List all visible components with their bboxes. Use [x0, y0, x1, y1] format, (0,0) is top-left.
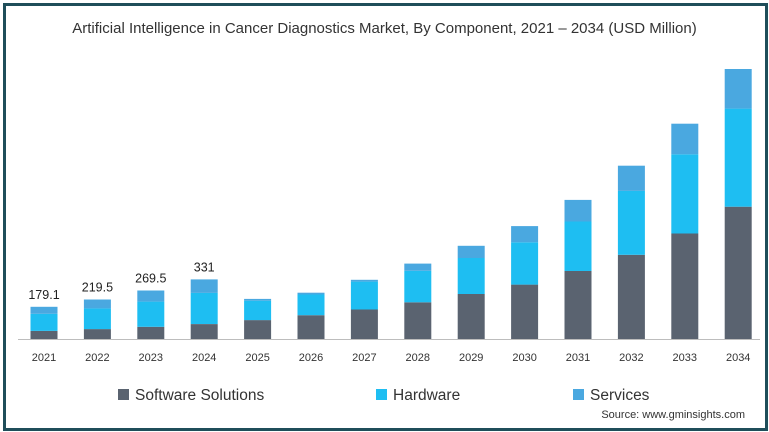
bar-software-solutions-2026	[297, 315, 325, 339]
bar-services-2025	[244, 298, 272, 301]
data-label-2023: 269.5	[135, 272, 166, 286]
bar-services-2028	[404, 263, 432, 271]
bar-software-solutions-2027	[350, 309, 378, 339]
chart-title: Artificial Intelligence in Cancer Diagno…	[72, 20, 697, 37]
bar-services-2026	[297, 292, 325, 295]
bar-hardware-2023	[137, 301, 165, 327]
bar-services-2023	[137, 290, 165, 302]
legend-label-software-solutions: Software Solutions	[135, 387, 264, 404]
bar-software-solutions-2031	[564, 271, 592, 339]
x-tick-label-2027: 2027	[352, 352, 376, 364]
legend-label-services: Services	[590, 387, 650, 404]
bar-software-solutions-2032	[617, 254, 645, 339]
bar-hardware-2033	[671, 154, 699, 234]
bar-software-solutions-2033	[671, 233, 699, 339]
bar-hardware-2024	[190, 292, 218, 324]
bar-hardware-2022	[83, 308, 111, 330]
bar-software-solutions-2034	[724, 206, 752, 339]
data-label-2022: 219.5	[82, 281, 113, 295]
x-tick-label-2034: 2034	[726, 352, 750, 364]
bar-software-solutions-2025	[244, 320, 272, 339]
legend-label-hardware: Hardware	[393, 387, 460, 404]
bar-services-2031	[564, 199, 592, 222]
bar-services-2021	[30, 306, 58, 314]
x-tick-label-2031: 2031	[566, 352, 590, 364]
bar-services-2022	[83, 299, 111, 309]
legend-swatch-services	[573, 389, 584, 400]
x-tick-label-2029: 2029	[459, 352, 483, 364]
bar-software-solutions-2022	[83, 329, 111, 339]
bar-hardware-2034	[724, 108, 752, 207]
bar-software-solutions-2030	[511, 284, 539, 339]
bar-hardware-2025	[244, 300, 272, 321]
x-tick-label-2022: 2022	[85, 352, 109, 364]
bar-software-solutions-2021	[30, 330, 58, 339]
bar-services-2032	[617, 165, 645, 191]
legend-swatch-software-solutions	[118, 389, 129, 400]
bar-services-2024	[190, 279, 218, 293]
bar-software-solutions-2029	[457, 294, 485, 339]
x-tick-label-2021: 2021	[32, 352, 56, 364]
x-tick-label-2030: 2030	[512, 352, 536, 364]
bar-services-2027	[350, 279, 378, 282]
bar-hardware-2028	[404, 270, 432, 303]
x-tick-label-2032: 2032	[619, 352, 643, 364]
x-tick-label-2033: 2033	[673, 352, 697, 364]
bar-hardware-2032	[617, 190, 645, 255]
bar-hardware-2029	[457, 258, 485, 294]
bar-services-2030	[511, 226, 539, 243]
data-label-2024: 331	[194, 260, 215, 274]
bar-hardware-2030	[511, 242, 539, 285]
x-tick-label-2023: 2023	[139, 352, 163, 364]
bar-software-solutions-2028	[404, 302, 432, 339]
x-tick-label-2025: 2025	[245, 352, 269, 364]
bar-hardware-2031	[564, 221, 592, 271]
x-tick-label-2026: 2026	[299, 352, 323, 364]
bar-software-solutions-2024	[190, 324, 218, 339]
bar-services-2029	[457, 245, 485, 258]
bar-software-solutions-2023	[137, 326, 165, 339]
x-tick-label-2028: 2028	[406, 352, 430, 364]
bar-hardware-2026	[297, 294, 325, 316]
bar-services-2033	[671, 123, 699, 155]
data-label-2021: 179.1	[28, 288, 59, 302]
source-note: Source: www.gminsights.com	[601, 409, 745, 421]
bar-hardware-2027	[350, 281, 378, 310]
legend-swatch-hardware	[376, 389, 387, 400]
x-tick-label-2024: 2024	[192, 352, 216, 364]
bar-hardware-2021	[30, 313, 58, 331]
bar-services-2034	[724, 69, 752, 109]
